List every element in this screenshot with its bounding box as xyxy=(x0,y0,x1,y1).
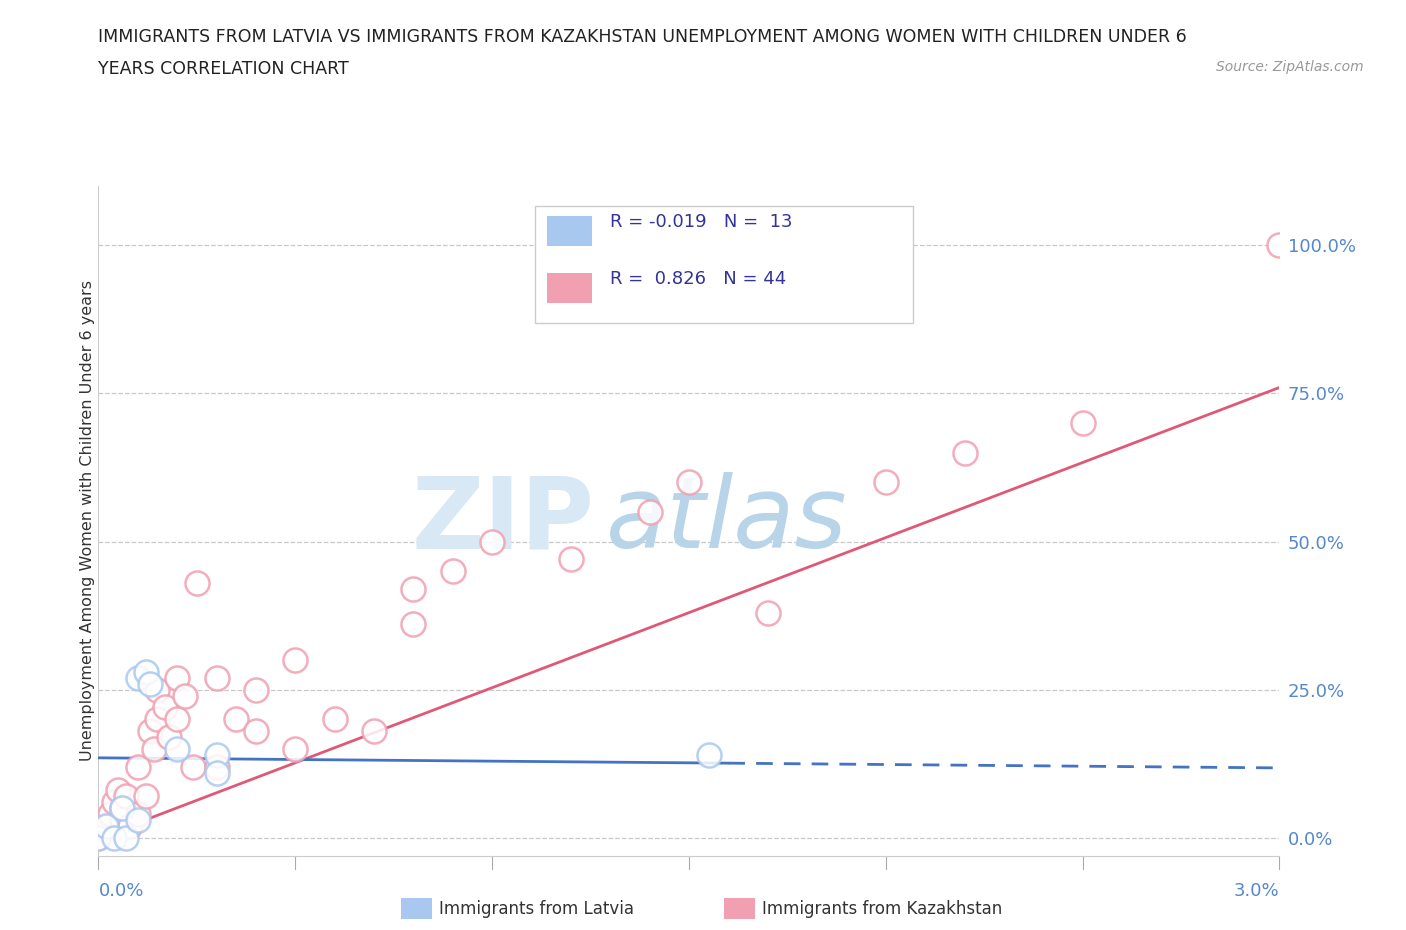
Point xyxy=(127,671,149,685)
Point xyxy=(205,765,228,780)
Point xyxy=(181,759,204,774)
Point xyxy=(142,741,165,756)
Point xyxy=(138,724,160,738)
Point xyxy=(186,576,208,591)
Point xyxy=(678,475,700,490)
Point xyxy=(103,795,125,810)
Text: R =  0.826   N = 44: R = 0.826 N = 44 xyxy=(610,270,786,287)
Point xyxy=(138,676,160,691)
Point xyxy=(87,830,110,845)
Point xyxy=(111,801,134,816)
Text: Immigrants from Kazakhstan: Immigrants from Kazakhstan xyxy=(762,899,1002,918)
Point xyxy=(638,504,661,519)
Bar xyxy=(547,216,592,246)
Point xyxy=(205,759,228,774)
Point xyxy=(225,711,247,726)
Point xyxy=(135,664,157,679)
Point xyxy=(107,783,129,798)
Point xyxy=(953,445,976,460)
Point xyxy=(481,534,503,549)
Point xyxy=(115,830,138,845)
Point xyxy=(96,818,118,833)
Point xyxy=(135,789,157,804)
Point xyxy=(1268,238,1291,253)
Point xyxy=(441,564,464,578)
Point xyxy=(146,683,169,698)
Point xyxy=(127,813,149,828)
Point xyxy=(245,724,267,738)
Text: Immigrants from Latvia: Immigrants from Latvia xyxy=(439,899,634,918)
Point xyxy=(146,711,169,726)
Point xyxy=(205,671,228,685)
Point xyxy=(127,759,149,774)
Point xyxy=(111,801,134,816)
Point xyxy=(127,806,149,821)
Point xyxy=(96,818,118,833)
Point xyxy=(166,741,188,756)
Text: ZIP: ZIP xyxy=(412,472,595,569)
Point xyxy=(284,741,307,756)
Point xyxy=(363,724,385,738)
Text: 0.0%: 0.0% xyxy=(98,883,143,900)
Text: IMMIGRANTS FROM LATVIA VS IMMIGRANTS FROM KAZAKHSTAN UNEMPLOYMENT AMONG WOMEN WI: IMMIGRANTS FROM LATVIA VS IMMIGRANTS FRO… xyxy=(98,28,1187,46)
Point xyxy=(155,700,177,715)
Point xyxy=(402,618,425,632)
Bar xyxy=(547,272,592,303)
Point xyxy=(323,711,346,726)
Point xyxy=(402,581,425,596)
Point xyxy=(166,671,188,685)
Point xyxy=(118,818,141,833)
Text: 3.0%: 3.0% xyxy=(1234,883,1279,900)
Point xyxy=(111,813,134,828)
Point xyxy=(1071,416,1094,431)
Point xyxy=(205,748,228,763)
Text: Source: ZipAtlas.com: Source: ZipAtlas.com xyxy=(1216,60,1364,74)
Text: YEARS CORRELATION CHART: YEARS CORRELATION CHART xyxy=(98,60,349,78)
Text: atlas: atlas xyxy=(606,472,848,569)
Point xyxy=(103,830,125,845)
Point xyxy=(875,475,897,490)
Point xyxy=(560,551,582,566)
Point xyxy=(284,653,307,668)
Text: R = -0.019   N =  13: R = -0.019 N = 13 xyxy=(610,213,793,231)
Point xyxy=(174,688,197,703)
Point xyxy=(98,806,121,821)
Point xyxy=(87,830,110,845)
Point xyxy=(157,730,180,745)
Point xyxy=(115,789,138,804)
Point xyxy=(245,683,267,698)
Point xyxy=(697,748,720,763)
Point xyxy=(166,711,188,726)
FancyBboxPatch shape xyxy=(536,206,914,324)
Point xyxy=(756,605,779,620)
Y-axis label: Unemployment Among Women with Children Under 6 years: Unemployment Among Women with Children U… xyxy=(80,280,94,762)
